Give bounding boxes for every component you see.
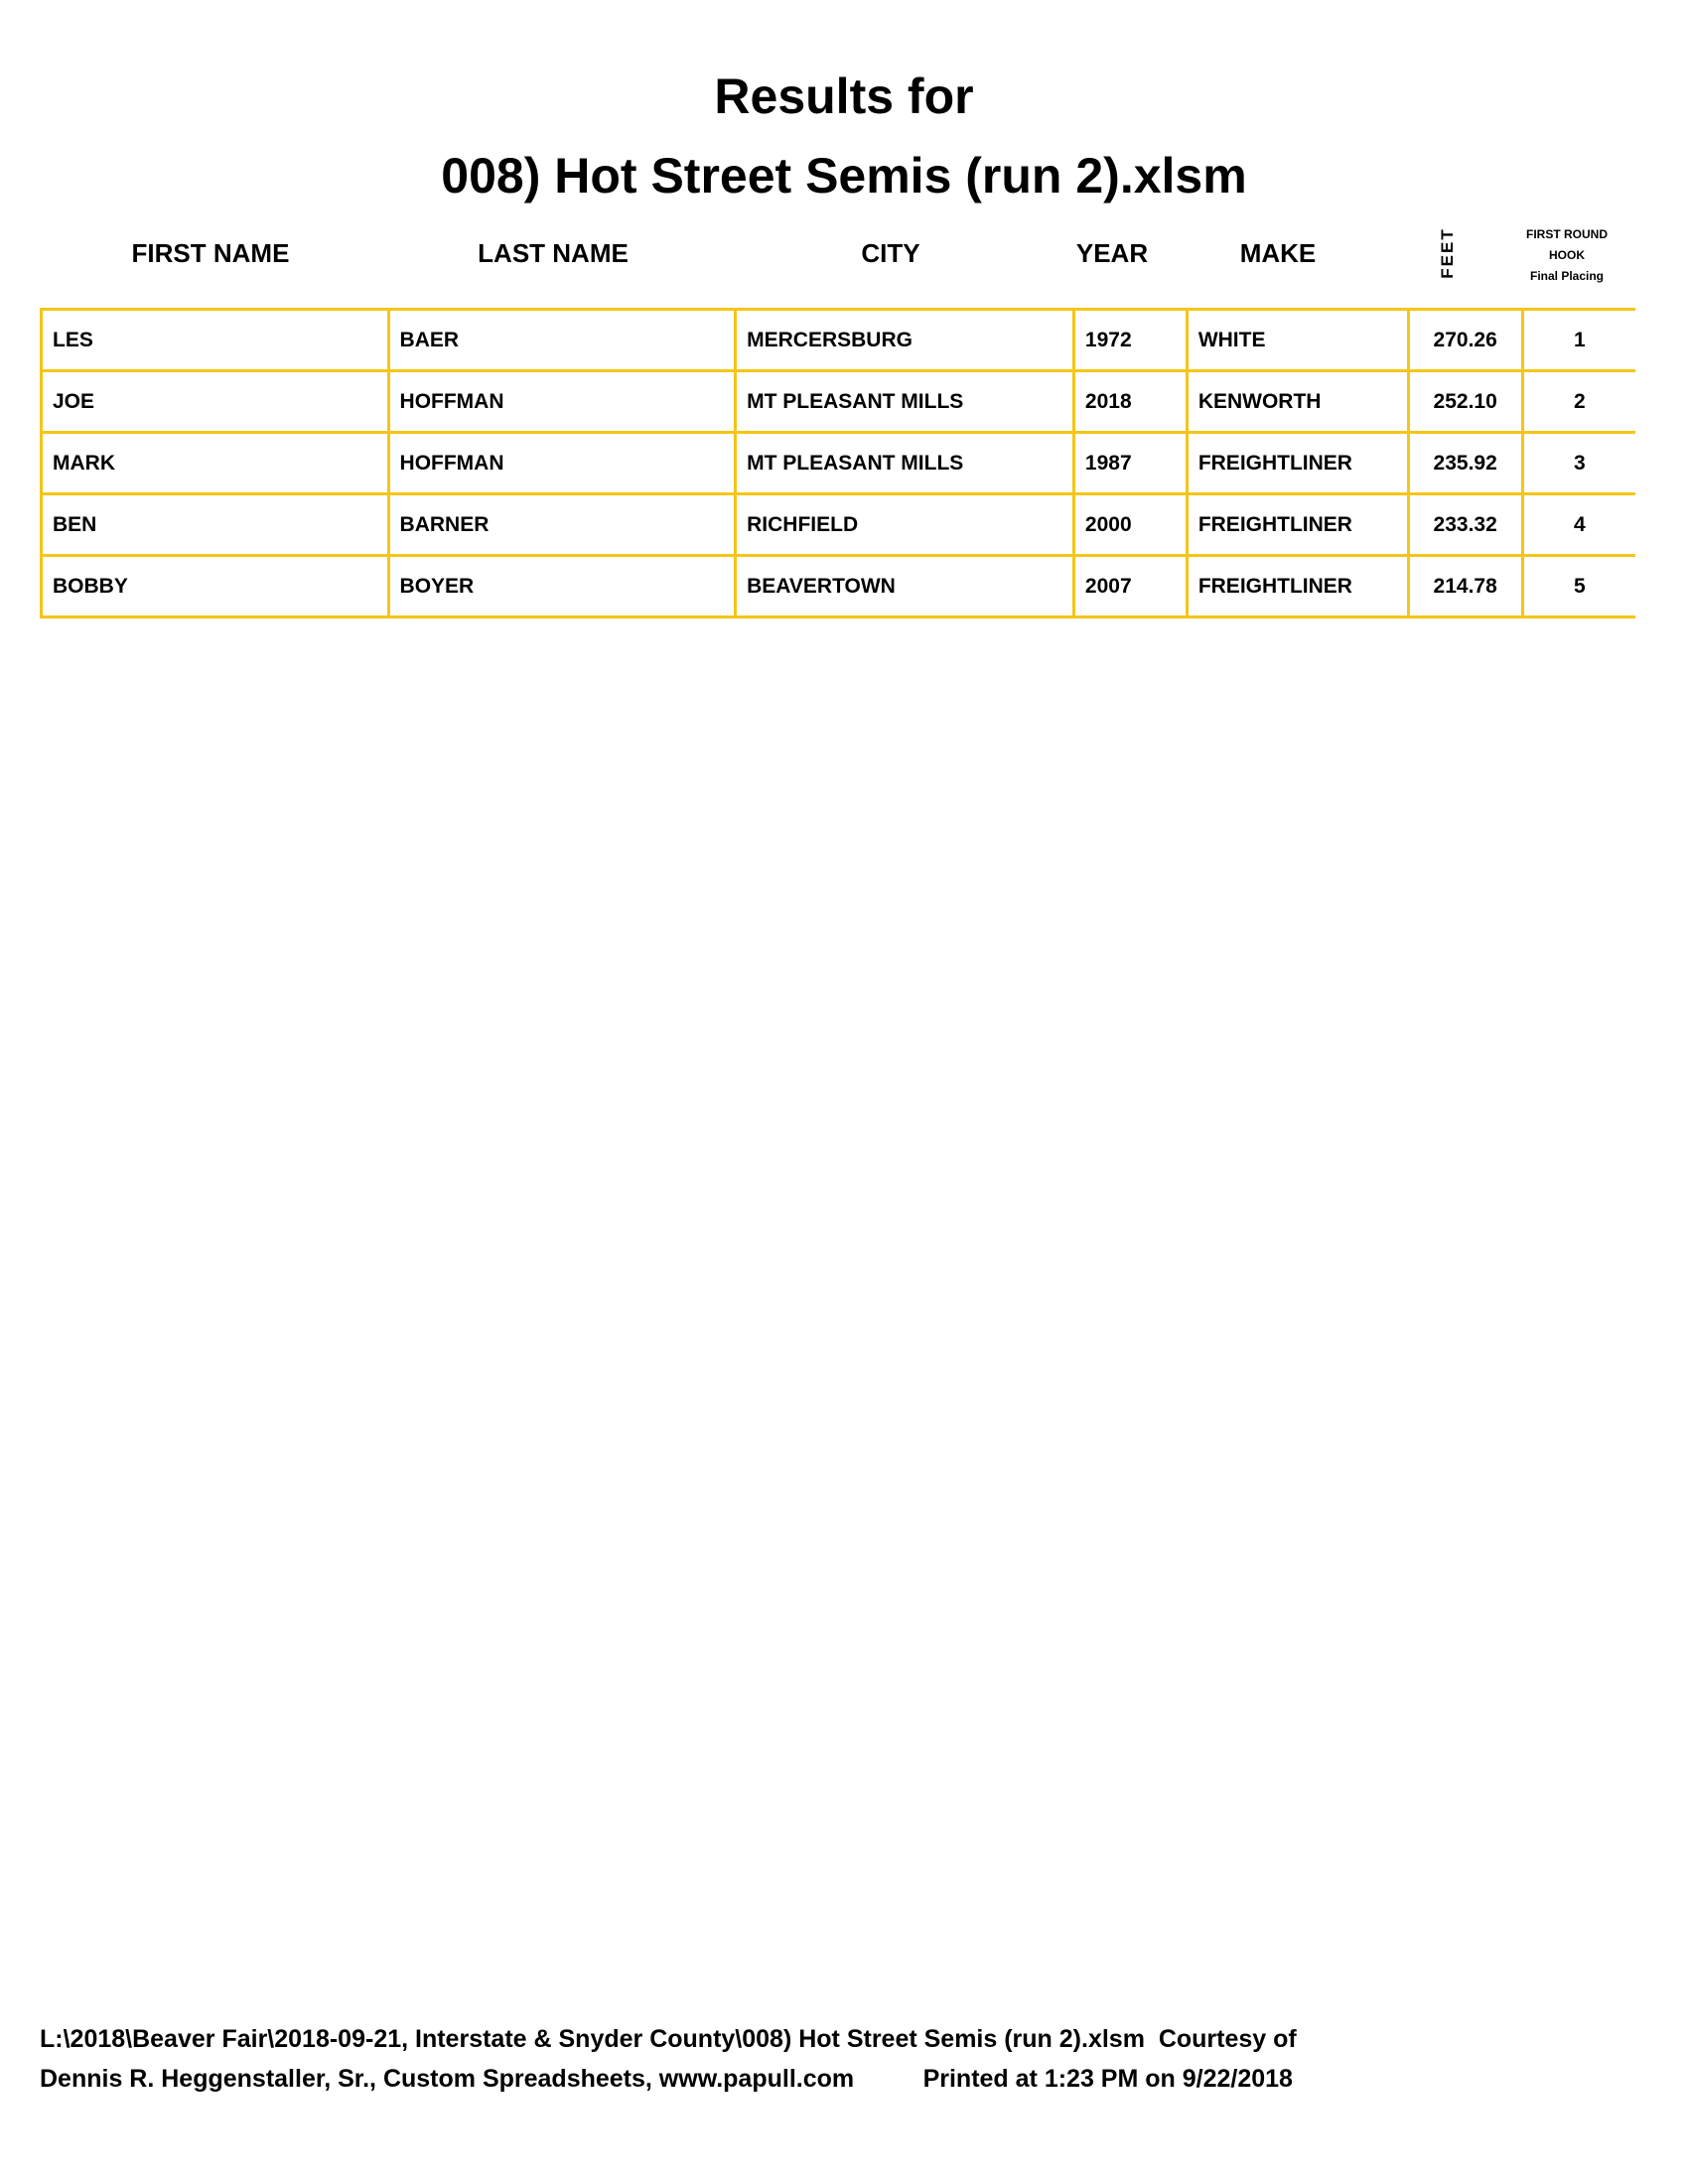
table-row: BOBBY BOYER BEAVERTOWN 2007 FREIGHTLINER 214.… bbox=[40, 554, 1635, 618]
year-cell: 2000 bbox=[1071, 492, 1189, 557]
title-line-1: Results for bbox=[714, 68, 974, 124]
last-name-cell: HOFFMAN bbox=[386, 431, 738, 495]
city-cell: MT PLEASANT MILLS bbox=[734, 369, 1075, 434]
header-placing-line2: HOOK bbox=[1549, 248, 1585, 262]
table-row: LES BAER MERCERSBURG 1972 WHITE 270.26 1 bbox=[40, 308, 1635, 372]
header-make: MAKE bbox=[1239, 238, 1317, 268]
first-name-cell: BOBBY bbox=[40, 554, 390, 618]
make-cell: WHITE bbox=[1185, 308, 1410, 372]
header-placing-line3: Final Placing bbox=[1529, 269, 1604, 283]
footer-path: L:\2018\Beaver Fair\2018-09-21, Intersta… bbox=[40, 2025, 1297, 2053]
city-cell: RICHFIELD bbox=[734, 492, 1075, 557]
make-cell: FREIGHTLINER bbox=[1185, 431, 1410, 495]
city-cell: MT PLEASANT MILLS bbox=[734, 431, 1075, 495]
year-cell: 2018 bbox=[1071, 369, 1189, 434]
table-row: MARK HOFFMAN MT PLEASANT MILLS 1987 FREIGHTL… bbox=[40, 431, 1635, 495]
placing-cell: 2 bbox=[1520, 369, 1635, 434]
header-city: CITY bbox=[861, 238, 920, 268]
placing-cell: 4 bbox=[1520, 492, 1635, 557]
footer-credit: Dennis R. Heggenstaller, Sr., Custom Spr… bbox=[40, 2065, 1293, 2093]
make-cell: FREIGHTLINER bbox=[1185, 492, 1410, 557]
first-name-cell: BEN bbox=[40, 492, 390, 557]
last-name-cell: BARNER bbox=[386, 492, 738, 557]
placing-cell: 1 bbox=[1520, 308, 1635, 372]
feet-cell: 233.32 bbox=[1406, 492, 1524, 557]
header-placing: FIRST ROUND HOOK Final Placing bbox=[1526, 224, 1608, 287]
header-year: YEAR bbox=[1075, 238, 1149, 268]
last-name-cell: HOFFMAN bbox=[386, 369, 738, 434]
header-feet: FEET bbox=[1438, 227, 1457, 279]
city-cell: MERCERSBURG bbox=[734, 308, 1075, 372]
make-cell: KENWORTH bbox=[1185, 369, 1410, 434]
feet-cell: 235.92 bbox=[1406, 431, 1524, 495]
year-cell: 1987 bbox=[1071, 431, 1189, 495]
feet-cell: 252.10 bbox=[1406, 369, 1524, 434]
first-name-cell: LES bbox=[40, 308, 390, 372]
year-cell: 2007 bbox=[1071, 554, 1189, 618]
results-table: LES BAER MERCERSBURG 1972 WHITE 270.26 1 JOE HOF… bbox=[40, 308, 1635, 618]
feet-cell: 270.26 bbox=[1406, 308, 1524, 372]
make-cell: FREIGHTLINER bbox=[1185, 554, 1410, 618]
last-name-cell: BAER bbox=[386, 308, 738, 372]
table-row: BEN BARNER RICHFIELD 2000 FREIGHTLINER 233.32… bbox=[40, 492, 1635, 557]
header-placing-line1: FIRST ROUND bbox=[1526, 227, 1608, 241]
table-row: JOE HOFFMAN MT PLEASANT MILLS 2018 KENWORTH 2… bbox=[40, 369, 1635, 434]
placing-cell: 3 bbox=[1520, 431, 1635, 495]
year-cell: 1972 bbox=[1071, 308, 1189, 372]
feet-cell: 214.78 bbox=[1406, 554, 1524, 618]
title-line-2: 008) Hot Street Semis (run 2).xlsm bbox=[441, 148, 1247, 204]
last-name-cell: BOYER bbox=[386, 554, 738, 618]
first-name-cell: JOE bbox=[40, 369, 390, 434]
placing-cell: 5 bbox=[1520, 554, 1635, 618]
header-last-name: LAST NAME bbox=[478, 238, 629, 268]
header-first-name: FIRST NAME bbox=[131, 238, 290, 268]
city-cell: BEAVERTOWN bbox=[734, 554, 1075, 618]
first-name-cell: MARK bbox=[40, 431, 390, 495]
